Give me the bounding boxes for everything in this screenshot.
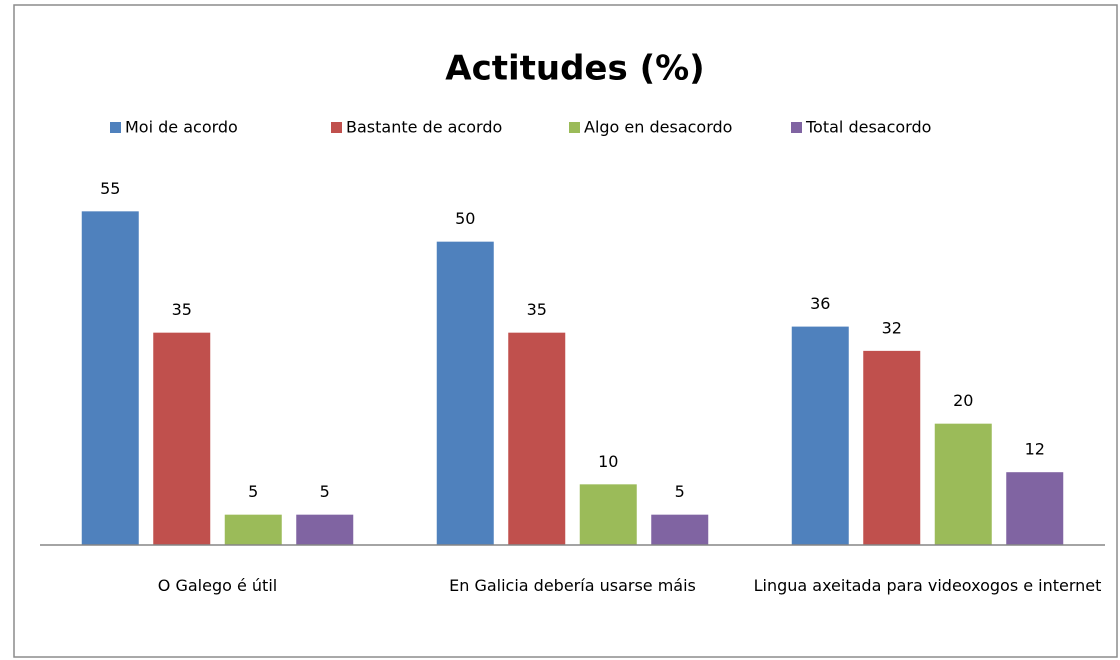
bar <box>1006 472 1064 545</box>
bar <box>436 241 494 545</box>
data-label: 12 <box>1025 440 1045 459</box>
legend-swatch <box>791 122 802 133</box>
x-label-box: En Galicia debería usarse máis <box>449 576 696 595</box>
x-label-box: O Galego é útil <box>157 576 278 595</box>
x-tick-label: En Galicia debería usarse máis <box>449 576 696 595</box>
legend-swatch <box>569 122 580 133</box>
chart-title: Actitudes (%) <box>445 49 704 89</box>
data-label: 20 <box>953 391 973 410</box>
legend-label: Algo en desacordo <box>584 118 732 137</box>
data-label: 32 <box>882 318 902 337</box>
x-tick-label: O Galego é útil <box>157 576 278 595</box>
legend-swatch <box>110 122 121 133</box>
bar <box>934 423 992 545</box>
legend-label: Bastante de acordo <box>346 118 502 137</box>
data-label: 10 <box>598 452 618 471</box>
data-label: 35 <box>527 300 547 319</box>
bar <box>296 514 354 545</box>
legend-swatch <box>331 122 342 133</box>
legend-label: Total desacordo <box>805 118 931 137</box>
data-label: 5 <box>248 482 258 501</box>
bar <box>579 484 637 545</box>
x-label-box: Lingua axeitada para videoxogos e intern… <box>753 576 1102 595</box>
bar <box>791 326 849 545</box>
bar <box>81 211 139 546</box>
legend-label: Moi de acordo <box>125 118 238 137</box>
data-label: 5 <box>320 482 330 501</box>
data-label: 5 <box>675 482 685 501</box>
bar <box>651 514 709 545</box>
data-label: 36 <box>810 294 830 313</box>
data-label: 35 <box>172 300 192 319</box>
data-label: 55 <box>100 179 120 198</box>
bar <box>863 350 921 545</box>
bar <box>153 332 211 545</box>
bar <box>224 514 282 545</box>
data-label: 50 <box>455 209 475 228</box>
x-tick-label: Lingua axeitada para videoxogos e intern… <box>753 576 1102 595</box>
bar <box>508 332 566 545</box>
chart-frame <box>13 4 1118 658</box>
